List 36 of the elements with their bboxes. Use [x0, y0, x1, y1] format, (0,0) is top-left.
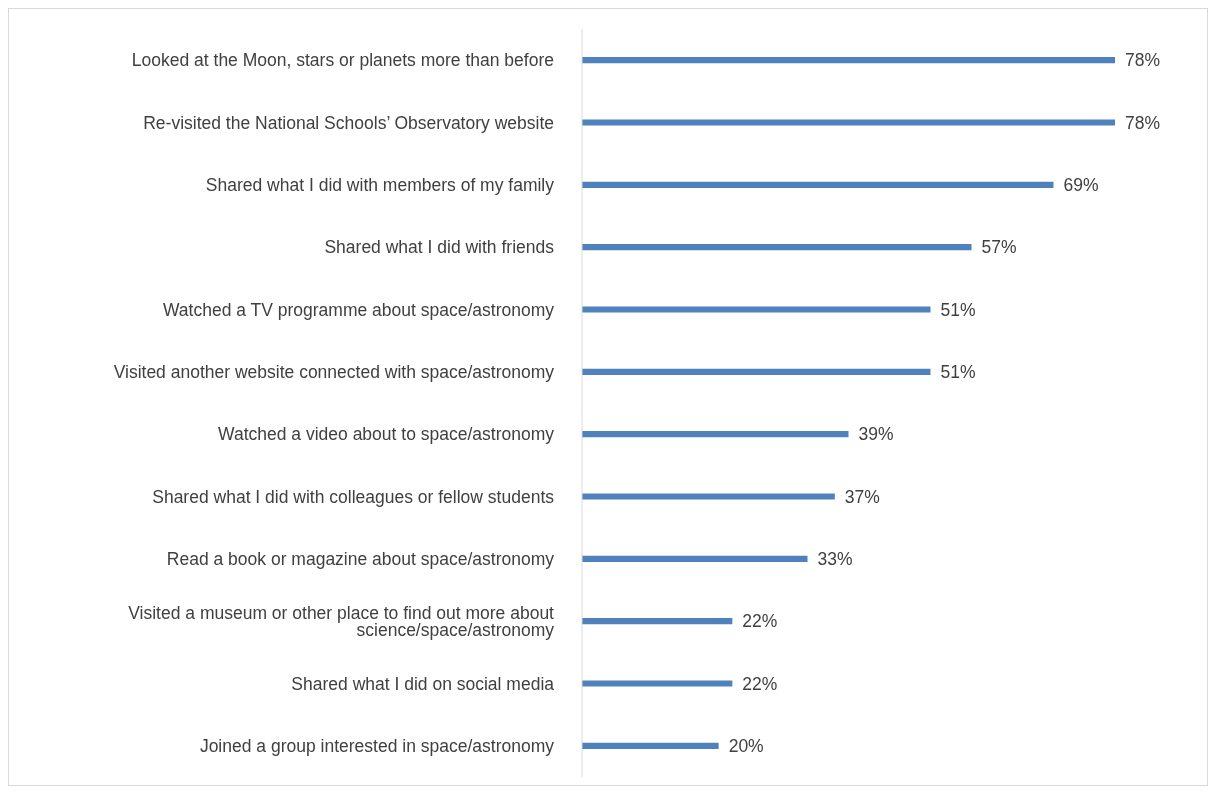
y-tick-label: Shared what I did on social media	[291, 673, 555, 694]
bar	[582, 742, 719, 749]
data-label: 37%	[844, 486, 880, 507]
data-label: 78%	[1125, 112, 1161, 133]
bar	[582, 244, 972, 251]
bar	[582, 181, 1054, 188]
bar	[582, 57, 1115, 64]
y-tick-label: Re-visited the National Schools’ Observatory website	[143, 112, 554, 133]
bar	[582, 119, 1115, 126]
y-tick-label: Shared what I did with colleagues or fellow students	[152, 486, 555, 507]
data-label: 78%	[1125, 50, 1161, 71]
bar	[582, 493, 835, 500]
y-tick-label: Read a book or magazine about space/astronomy	[166, 549, 555, 570]
y-tick-label: Watched a TV programme about space/astronomy	[162, 299, 555, 320]
data-label: 39%	[858, 424, 894, 445]
data-label: 22%	[742, 611, 778, 632]
y-tick-label: Visited another website connected with space/astronomy	[113, 362, 555, 383]
bar	[582, 368, 931, 375]
bar	[582, 431, 849, 438]
y-tick-label: Joined a group interested in space/astronomy	[199, 736, 555, 757]
data-label: 69%	[1063, 175, 1099, 196]
bar	[582, 555, 808, 562]
data-label: 51%	[940, 299, 976, 320]
data-label: 57%	[981, 237, 1017, 258]
data-label: 51%	[940, 362, 976, 383]
y-tick-label: Shared what I did with members of my family	[205, 175, 555, 196]
y-tick-label: Watched a video about to space/astronomy	[218, 424, 555, 445]
data-label: 22%	[742, 673, 778, 694]
bar	[582, 618, 733, 625]
bar	[582, 306, 931, 313]
bar	[582, 680, 733, 687]
y-tick-label: Looked at the Moon, stars or planets more than before	[131, 50, 554, 71]
data-label: 33%	[817, 549, 853, 570]
data-label: 20%	[728, 736, 764, 757]
y-tick-label: Visited a museum or other place to find out more about science/space/astronomy	[128, 602, 555, 641]
y-tick-label: Shared what I did with friends	[324, 237, 555, 258]
